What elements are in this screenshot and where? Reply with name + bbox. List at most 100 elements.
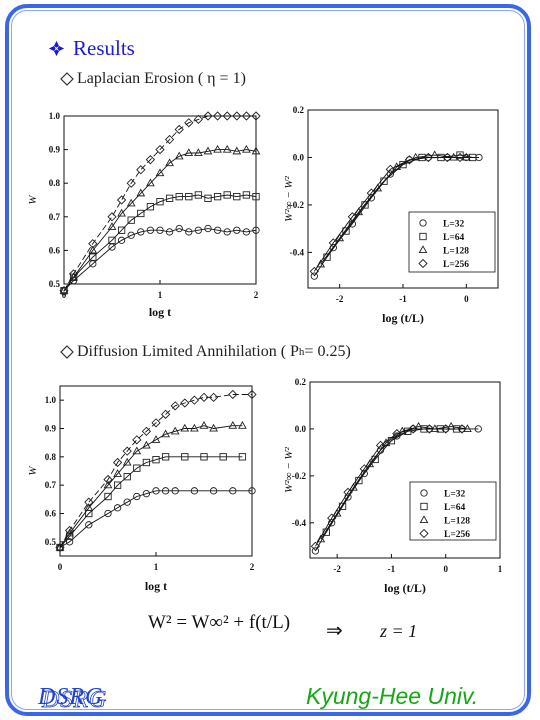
circle-point (213, 226, 222, 234)
plot-frame (63, 115, 257, 285)
circle-point (386, 170, 394, 178)
square-point (242, 191, 251, 199)
legend-label: L=128 (443, 247, 469, 257)
diamond-point (59, 286, 69, 296)
triangle-point (238, 420, 247, 429)
legend-box (408, 211, 496, 273)
legend-label: L=64 (444, 503, 465, 513)
y-tick-label: 0.9 (49, 145, 61, 155)
triangle-point (142, 440, 151, 449)
series-fit-line (63, 149, 257, 291)
dsrg-logo: DSRG DSRG (38, 684, 107, 713)
y-tick-label: 0.8 (45, 452, 57, 462)
plot-frame (309, 381, 501, 559)
triangle-point (103, 480, 113, 489)
diamond-point (193, 114, 204, 124)
series-fit-line (315, 428, 462, 547)
y-tick-label: 0.0 (295, 424, 307, 434)
diamond-point (151, 418, 161, 428)
dynamic-exponent: z = 1 (380, 621, 418, 641)
square-point (89, 253, 97, 261)
square-point (133, 464, 141, 472)
square-point (152, 456, 160, 464)
circle-point (229, 487, 237, 495)
heading-text: Results (73, 36, 135, 60)
circle-point (185, 228, 193, 236)
square-point (238, 453, 247, 461)
scaling-formula: W² = W∞² + f(t/L) (148, 612, 291, 633)
triangle-point (170, 426, 180, 435)
diamond-point (310, 541, 321, 551)
triangle-point (132, 446, 142, 455)
diamond-point (228, 389, 238, 400)
diamond-point (55, 542, 65, 553)
square-point (223, 191, 231, 199)
series-fit-line (59, 456, 243, 548)
x-tick-label: -1 (388, 564, 396, 574)
series-markers (60, 191, 260, 295)
y-tick-label: -0.2 (290, 200, 305, 210)
diamond-point (423, 152, 433, 163)
triangle-point (209, 423, 218, 432)
series-markers (310, 424, 467, 551)
y-tick-label: 0.2 (295, 377, 307, 387)
square-point (219, 453, 227, 461)
triangle-point (203, 146, 213, 155)
circle-point (156, 226, 164, 234)
diamond-point (404, 155, 414, 165)
square-point (165, 194, 174, 202)
circle-point (252, 226, 260, 234)
dsrg-logo-text: DSRG (38, 684, 104, 710)
y-tick-label: 0.5 (45, 537, 57, 547)
diamond-point (309, 266, 319, 277)
circle-point (152, 487, 160, 495)
diamond-point (132, 435, 142, 445)
x-axis-label: log t (149, 305, 171, 319)
circle-point (133, 492, 141, 501)
series-fit-line (59, 490, 252, 548)
triangle-point (190, 423, 199, 432)
y-tick-label: 0.6 (49, 245, 61, 255)
legend-label: L=64 (443, 233, 464, 243)
triangle-point (165, 158, 174, 167)
y-tick-label: -0.2 (292, 471, 307, 481)
university-name: Kyung-Hee Univ. (306, 683, 479, 709)
x-tick-label: 2 (254, 290, 259, 300)
diamond-point (328, 238, 338, 248)
square-point (204, 194, 212, 202)
square-point (161, 453, 170, 461)
y-tick-label: 0.2 (293, 105, 305, 115)
diamond-point (457, 424, 467, 434)
triangle-point (107, 222, 117, 230)
legend-label: L=32 (443, 220, 464, 230)
circle-point (104, 509, 112, 518)
square-point (108, 236, 116, 244)
y-tick-label: -0.4 (292, 518, 307, 528)
section1-title-text: Laplacian Erosion ( η = 1) (77, 70, 246, 87)
diamond-point (112, 457, 123, 468)
square-point (146, 203, 155, 211)
x-axis-label: log (t/L) (382, 311, 424, 325)
triangle-point (392, 162, 402, 171)
section2-title-tail: = 0.25) (304, 343, 351, 360)
x-tick-label: 0 (58, 562, 63, 572)
circle-point (65, 538, 74, 546)
diamond-point (68, 269, 79, 279)
y-tick-label: 1.0 (45, 395, 57, 405)
series-fit-line (59, 394, 252, 548)
circle-point (248, 487, 256, 495)
circle-point (113, 504, 122, 512)
diamond-point (392, 428, 402, 439)
diamond-point (170, 401, 180, 411)
circle-point (85, 521, 93, 529)
square-point (469, 153, 477, 162)
circle-point (137, 228, 145, 236)
triangle-point (397, 426, 407, 435)
diamond-point (232, 111, 242, 121)
triangle-point (151, 435, 161, 443)
implies-arrow-icon: ⇒ (326, 620, 343, 642)
square-point (371, 455, 379, 464)
y-tick-label: -0.4 (290, 247, 305, 257)
triangle-point (136, 188, 146, 197)
